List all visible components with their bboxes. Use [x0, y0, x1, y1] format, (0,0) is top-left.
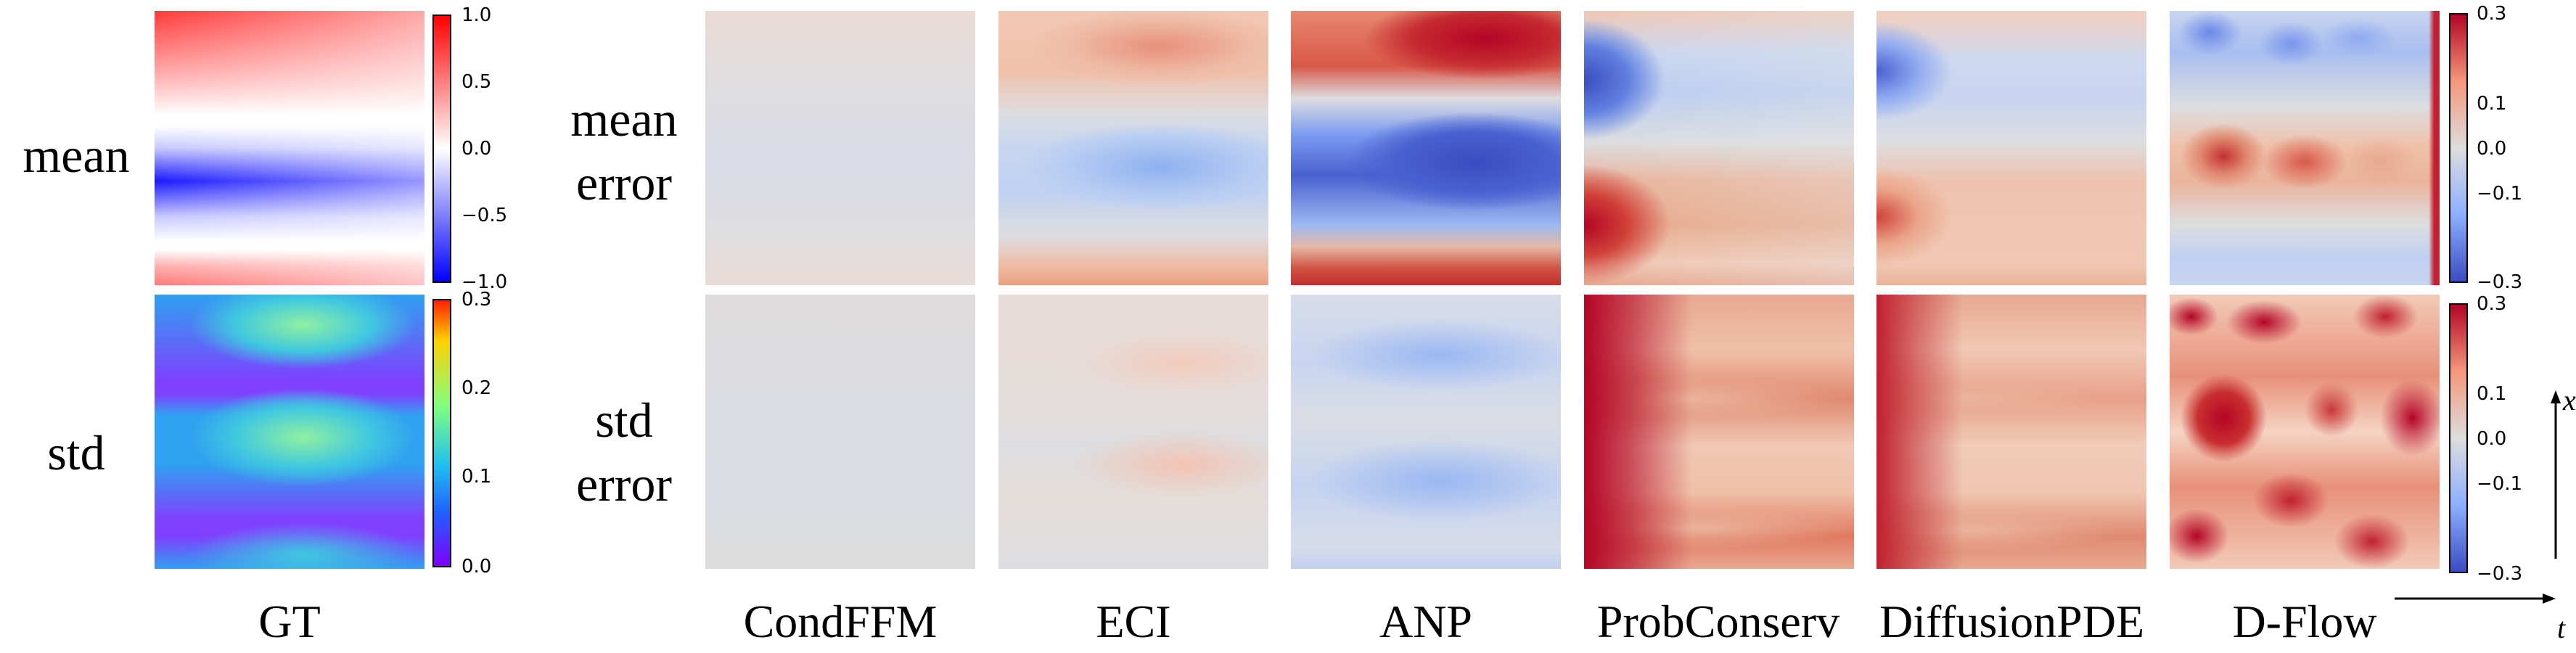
error-mean-tick-1: 0.1: [2477, 93, 2507, 115]
t-axis-arrowhead: [2543, 594, 2556, 604]
column-label-gt: GT: [258, 596, 321, 647]
error-std-tick-2: 0.0: [2477, 428, 2507, 450]
error-std-colorbar: [2449, 303, 2468, 573]
gt-std-heatmap: [155, 295, 424, 569]
gt-mean-tick-2: 0.0: [462, 138, 492, 160]
error-std-tick-0: 0.3: [2477, 293, 2507, 315]
x-axis-arrowhead: [2551, 390, 2561, 403]
column-label-eci: ECI: [1096, 596, 1171, 647]
error-mean-tick-3: −0.1: [2477, 183, 2523, 205]
column-label-probconserv: ProbConserv: [1596, 596, 1840, 647]
row-label-std-error-line2: error: [575, 456, 673, 512]
probconserv-mean-error-heatmap: [1584, 11, 1854, 285]
gt-std-tick-2: 0.1: [462, 466, 492, 488]
gt-std-tick-1: 0.2: [462, 377, 492, 399]
gt-std-colorbar: [432, 299, 451, 567]
eci-std-error-heatmap: [998, 295, 1268, 569]
column-label-dflow: D-Flow: [2232, 596, 2377, 647]
error-std-tick-3: −0.1: [2477, 473, 2523, 495]
eci-mean-error-heatmap: [998, 11, 1268, 285]
x-axis-label: x: [2563, 384, 2576, 416]
condffm-mean-error-heatmap: [705, 11, 975, 285]
error-mean-tick-4: −0.3: [2477, 271, 2523, 293]
gt-mean-heatmap: [155, 11, 424, 285]
probconserv-std-error-heatmap: [1584, 295, 1854, 569]
diffusionpde-std-error-heatmap: [1876, 295, 2146, 569]
error-mean-tick-0: 0.3: [2477, 3, 2507, 25]
anp-std-error-heatmap: [1291, 295, 1561, 569]
gt-mean-colorbar: [432, 15, 451, 283]
gt-mean-tick-3: −0.5: [462, 205, 508, 226]
gt-std-tick-3: 0.0: [462, 556, 492, 578]
row-label-std-error: std error: [544, 388, 704, 516]
gt-std-tick-0: 0.3: [462, 289, 492, 311]
row-label-mean-error-line1: mean: [570, 91, 678, 147]
row-label-mean-error-line2: error: [575, 155, 673, 210]
axis-arrows: [2395, 390, 2561, 604]
gt-mean-tick-0: 1.0: [462, 4, 492, 26]
row-label-mean-error: mean error: [544, 87, 704, 215]
row-label-std-error-line1: std: [595, 393, 653, 448]
dflow-std-error-heatmap: [2170, 295, 2440, 569]
row-label-gt-std: std: [47, 425, 105, 480]
column-label-diffusionpde: DiffusionPDE: [1879, 596, 2145, 647]
row-label-gt-mean: mean: [22, 128, 130, 183]
error-mean-tick-2: 0.0: [2477, 138, 2507, 160]
t-axis-label: t: [2557, 612, 2566, 644]
error-mean-colorbar: [2449, 13, 2468, 283]
gt-mean-tick-1: 0.5: [462, 71, 492, 93]
anp-mean-error-heatmap: [1291, 11, 1561, 285]
error-std-tick-1: 0.1: [2477, 383, 2507, 405]
condffm-std-error-heatmap: [705, 295, 975, 569]
column-label-anp: ANP: [1379, 596, 1473, 647]
error-std-tick-4: −0.3: [2477, 563, 2523, 585]
dflow-mean-error-heatmap: [2170, 11, 2440, 285]
column-label-condffm: CondFFM: [743, 596, 938, 647]
diffusionpde-mean-error-heatmap: [1876, 11, 2146, 285]
gt-mean-tick-4: −1.0: [462, 271, 508, 293]
